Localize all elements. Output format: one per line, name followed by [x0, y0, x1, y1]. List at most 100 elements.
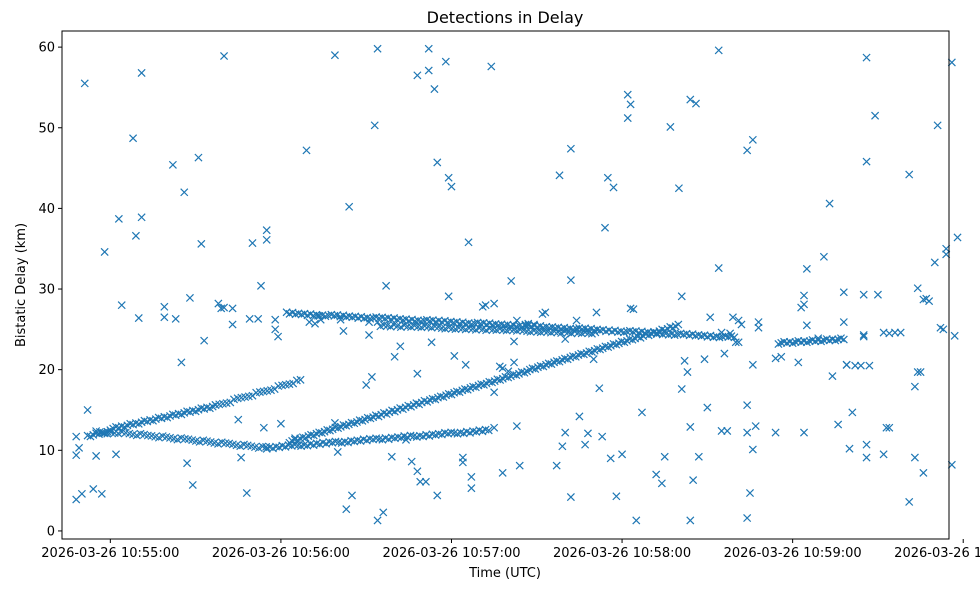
data-point — [262, 235, 271, 244]
data-point — [689, 476, 698, 485]
data-point — [910, 453, 919, 462]
data-point — [896, 328, 905, 337]
data-point — [464, 238, 473, 247]
data-point — [137, 213, 146, 222]
data-point — [839, 335, 848, 344]
data-point — [373, 44, 382, 53]
data-point — [254, 314, 263, 323]
data-point — [97, 489, 106, 498]
data-point — [293, 441, 302, 450]
data-point — [583, 429, 592, 438]
data-point — [686, 422, 695, 431]
data-point — [259, 423, 268, 432]
data-point — [566, 493, 575, 502]
data-point — [558, 442, 567, 451]
data-point — [469, 427, 478, 436]
data-point — [913, 368, 922, 377]
data-point — [862, 440, 871, 449]
data-point — [234, 415, 243, 424]
data-point — [372, 434, 381, 443]
data-point — [484, 426, 493, 435]
data-point — [296, 375, 305, 384]
data-point — [581, 440, 590, 449]
data-point — [748, 135, 757, 144]
data-point — [885, 423, 894, 432]
data-point — [865, 361, 874, 370]
data-point — [228, 304, 237, 313]
data-point — [197, 239, 206, 248]
x-tick-label: 2026-03-26 10:55:00 — [41, 546, 179, 561]
data-point — [330, 51, 339, 60]
data-point — [291, 310, 300, 319]
data-point — [794, 358, 803, 367]
data-point — [220, 51, 229, 61]
data-point — [566, 144, 575, 153]
data-point — [305, 318, 314, 327]
data-point — [555, 171, 564, 180]
data-point — [674, 320, 683, 329]
data-point — [490, 388, 499, 397]
data-point — [334, 438, 343, 447]
data-point — [131, 231, 140, 240]
data-point — [715, 333, 724, 342]
x-tick-label: 2026-03-26 10:57:00 — [382, 546, 520, 561]
data-point — [623, 114, 632, 123]
data-point — [930, 258, 939, 267]
data-point — [80, 79, 89, 88]
data-point — [100, 247, 109, 256]
data-point — [324, 311, 333, 320]
x-axis-label: Time (UTC) — [468, 566, 541, 581]
data-point — [291, 434, 300, 443]
data-point — [220, 303, 229, 312]
data-point — [160, 302, 169, 311]
data-point — [510, 358, 519, 367]
data-point — [566, 276, 575, 285]
data-point — [487, 62, 496, 71]
data-point — [256, 281, 266, 290]
y-tick-label: 30 — [38, 283, 55, 298]
data-point — [312, 439, 321, 448]
data-point — [512, 422, 521, 431]
data-point — [859, 330, 868, 340]
data-point — [353, 436, 362, 445]
data-point — [856, 361, 865, 370]
data-point — [347, 491, 357, 500]
data-point — [134, 314, 143, 323]
data-point — [413, 467, 422, 476]
data-point — [245, 314, 254, 323]
data-points — [72, 44, 962, 525]
data-point — [302, 146, 311, 155]
data-point — [331, 437, 340, 446]
data-point — [603, 173, 612, 182]
data-point — [862, 157, 871, 166]
data-point — [387, 452, 396, 461]
data-point — [660, 452, 669, 461]
data-point — [413, 369, 422, 378]
data-point — [427, 338, 436, 347]
y-axis-label: Bistatic Delay (km) — [14, 223, 29, 347]
data-point — [373, 318, 382, 327]
data-point — [310, 319, 320, 328]
data-point — [879, 450, 888, 459]
data-point — [905, 497, 914, 506]
data-point — [515, 461, 524, 470]
data-point — [333, 447, 342, 456]
data-point — [691, 99, 701, 108]
data-point — [271, 315, 280, 324]
data-point — [345, 202, 354, 211]
data-point — [330, 418, 339, 427]
data-point — [444, 173, 453, 182]
data-point — [913, 284, 922, 293]
data-point — [237, 453, 246, 462]
data-point — [916, 368, 925, 377]
data-point — [160, 313, 169, 322]
data-point — [347, 436, 356, 445]
data-point — [444, 292, 453, 301]
data-point — [214, 299, 223, 308]
x-tick-label: 2026-03-26 10:59:00 — [724, 546, 862, 561]
data-point — [114, 214, 123, 223]
data-point — [626, 304, 635, 313]
data-point — [401, 435, 411, 444]
data-point — [433, 491, 442, 500]
data-point — [953, 233, 962, 242]
